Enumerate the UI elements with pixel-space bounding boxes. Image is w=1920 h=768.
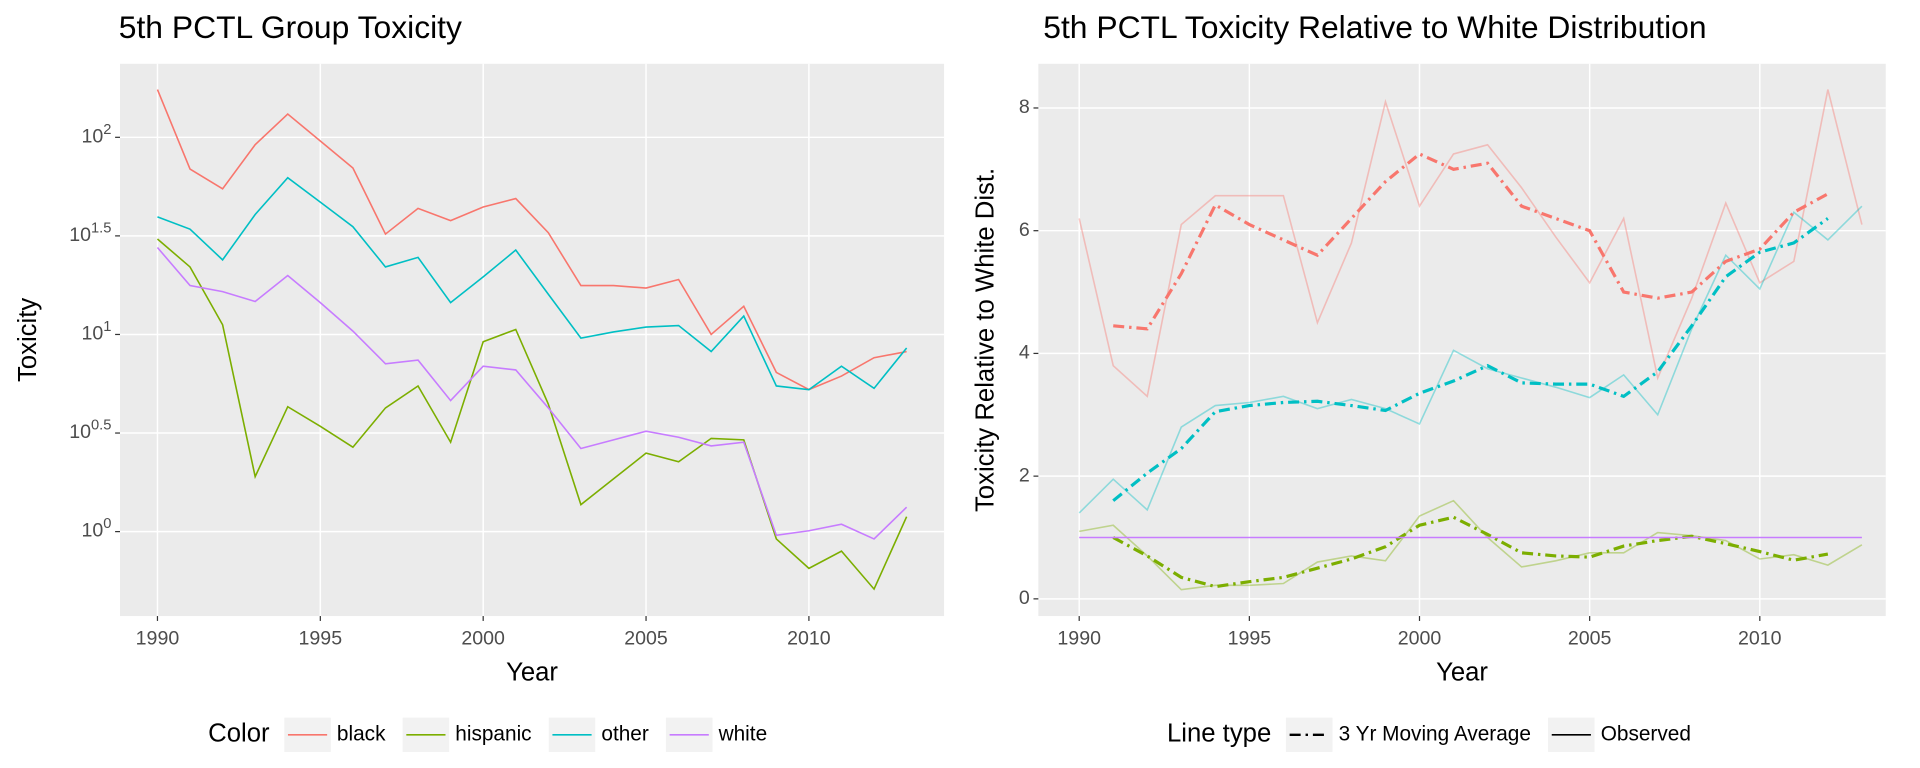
legend-label: other: [601, 722, 648, 745]
x-tick-label: 1990: [136, 627, 180, 649]
chart-title: 5th PCTL Group Toxicity: [119, 9, 462, 45]
legend-label: Observed: [1601, 722, 1691, 745]
plot-background: [120, 63, 945, 617]
x-tick-label: 2000: [461, 627, 505, 649]
x-tick-label: 1990: [1057, 627, 1101, 649]
x-tick-label: 2005: [1568, 627, 1612, 649]
y-tick-label: 100.5: [69, 418, 111, 444]
x-tick-label: 2010: [787, 627, 831, 649]
y-tick-label: 6: [1019, 219, 1030, 241]
y-tick-label: 101.5: [69, 220, 111, 246]
y-tick-label: 0: [1019, 587, 1030, 609]
y-tick-label: 101: [81, 319, 111, 345]
plot-background: [1038, 63, 1886, 617]
legend-label: white: [718, 722, 768, 745]
y-axis-title: Toxicity Relative to White Dist.: [972, 168, 1000, 512]
legend-label: black: [337, 722, 386, 745]
data-line: [156, 238, 908, 591]
y-tick-label: 2: [1019, 464, 1030, 486]
data-line: [1113, 152, 1829, 331]
y-tick-label: 4: [1019, 342, 1030, 364]
data-line: [1112, 515, 1829, 589]
x-tick-label: 2005: [624, 627, 668, 649]
x-tick-label: 1995: [299, 627, 343, 649]
legend-label: 3 Yr Moving Average: [1339, 722, 1531, 745]
x-tick-label: 2000: [1398, 627, 1442, 649]
data-line: [1112, 217, 1829, 502]
data-line: [1078, 89, 1863, 398]
y-tick-label: 8: [1019, 96, 1030, 118]
y-tick-label: 100: [81, 516, 111, 542]
legend-label: hispanic: [455, 722, 531, 745]
x-tick-label: 2010: [1738, 627, 1782, 649]
legend-title: Color: [208, 720, 270, 748]
x-axis-title: Year: [506, 658, 558, 686]
x-axis-title: Year: [1436, 658, 1488, 686]
legend-title: Line type: [1167, 720, 1271, 748]
data-line: [156, 247, 908, 540]
data-line: [157, 176, 908, 391]
y-tick-label: 102: [81, 122, 111, 148]
data-line: [156, 89, 907, 391]
y-axis-title: Toxicity: [14, 298, 42, 382]
chart-title: 5th PCTL Toxicity Relative to White Dist…: [1043, 9, 1706, 45]
x-tick-label: 1995: [1228, 627, 1272, 649]
